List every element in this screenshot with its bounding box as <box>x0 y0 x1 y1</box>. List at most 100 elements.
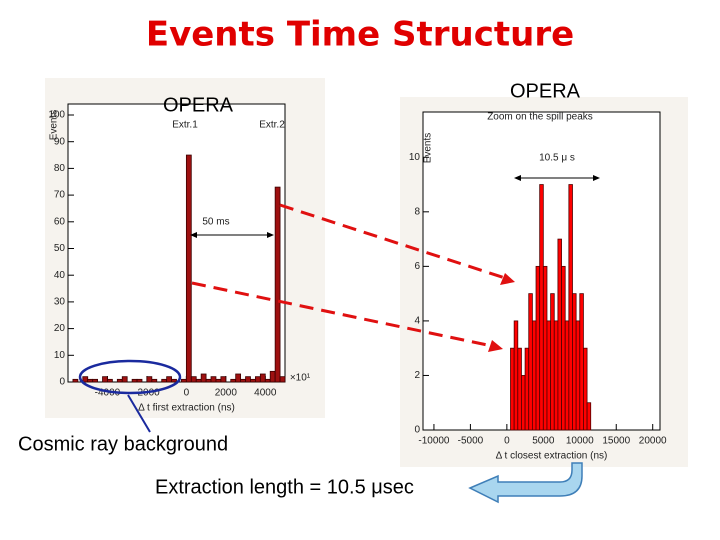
histogram-bar <box>200 373 207 383</box>
opera-label: OPERA <box>163 94 234 116</box>
y-tick-label: 10 <box>409 152 421 163</box>
x-tick-label: 15000 <box>602 436 630 447</box>
x-axis-label: Δ t first extraction (ns) <box>138 403 235 414</box>
histogram-bar <box>572 293 577 431</box>
red-arrows <box>191 203 515 352</box>
histogram-bar <box>146 376 153 383</box>
histogram-bar <box>539 184 544 431</box>
x-tick-label: 2000 <box>215 388 238 399</box>
x-tick-label: -10000 <box>418 436 450 447</box>
y-tick-label: 0 <box>414 425 420 436</box>
histogram-bar <box>535 265 541 431</box>
blue-arrow <box>468 462 583 504</box>
histogram-bar <box>568 184 573 431</box>
histogram-bar <box>561 265 566 431</box>
x-tick-label: 20000 <box>639 436 667 447</box>
y-axis-label: Events <box>49 110 60 141</box>
slide-title: Events Time Structure <box>146 15 574 55</box>
histogram-bar <box>250 378 256 383</box>
histogram-bar <box>72 378 79 383</box>
extraction-label: Extraction length = 10.5 μsec <box>155 476 414 498</box>
histogram-bar <box>190 376 197 383</box>
x-multiplier: ×10¹ <box>290 373 311 384</box>
histogram-bar <box>279 376 286 383</box>
histogram-bar <box>583 347 588 431</box>
y-tick-label: 70 <box>54 190 66 201</box>
annotation: 50 ms <box>202 217 229 228</box>
histogram-bar <box>235 373 242 383</box>
y-tick-label: 80 <box>54 163 66 174</box>
histogram-bar <box>220 376 227 383</box>
histogram-bar <box>87 378 94 383</box>
histogram-bar <box>82 376 89 383</box>
x-tick-label: 4000 <box>254 388 277 399</box>
histogram-bar <box>121 376 128 383</box>
histogram-bar <box>517 347 522 431</box>
span-arrow-head <box>267 232 274 238</box>
histogram-bar <box>524 347 530 431</box>
opera-label: OPERA <box>510 80 581 102</box>
annotation: Extr.2 <box>259 120 285 131</box>
histogram-bar <box>557 238 562 431</box>
y-tick-label: 4 <box>414 316 420 327</box>
histogram-bar <box>195 378 202 383</box>
pointer-line <box>127 394 151 433</box>
arrow-head <box>488 340 503 352</box>
cosmic-label: Cosmic ray background <box>18 433 228 455</box>
histogram-bar <box>151 378 158 383</box>
histogram-bar <box>185 154 192 383</box>
histogram-bar <box>264 378 271 383</box>
histogram-bar <box>521 375 526 431</box>
histogram-bar <box>255 376 261 383</box>
arrow-line <box>191 281 493 348</box>
histogram-bar <box>215 378 222 383</box>
histogram-bar <box>546 320 552 431</box>
y-tick-label: 2 <box>414 370 420 381</box>
histogram-bar <box>531 320 537 431</box>
y-tick-label: 60 <box>54 216 66 227</box>
histogram-bar <box>210 376 217 383</box>
x-tick-label: 0 <box>504 436 510 447</box>
histogram-bar <box>553 320 559 431</box>
histogram-bar <box>550 293 555 431</box>
annotation: Extr.1 <box>172 120 198 131</box>
y-tick-label: 6 <box>414 261 420 272</box>
plot-frame <box>67 103 286 383</box>
histogram-bar <box>240 378 246 383</box>
y-tick-label: 10 <box>54 350 66 361</box>
arrow-head <box>500 273 515 285</box>
y-tick-label: 30 <box>54 297 66 308</box>
span-arrow-head <box>190 232 197 238</box>
histogram-bar <box>171 378 177 383</box>
y-tick-label: 8 <box>414 206 420 217</box>
histogram-bar <box>259 373 266 383</box>
histogram-bar <box>92 378 98 383</box>
y-tick-label: 50 <box>54 243 66 254</box>
y-tick-label: 20 <box>54 323 66 334</box>
span-arrow-head <box>593 175 600 181</box>
histogram-bar <box>586 402 592 431</box>
x-tick-label: 0 <box>184 388 190 399</box>
cosmic-ellipse <box>78 359 182 395</box>
histogram-bar <box>579 293 584 431</box>
histogram-bar <box>136 378 143 383</box>
histogram-bar <box>528 293 533 431</box>
histogram-bar <box>575 320 581 431</box>
annotation: 10.5 μ s <box>539 153 575 164</box>
histogram-bar <box>107 378 113 383</box>
y-tick-label: 90 <box>54 136 66 147</box>
y-tick-label: 40 <box>54 270 66 281</box>
histogram-bar <box>269 370 276 383</box>
histogram-bar <box>166 376 172 383</box>
chart-title: Zoom on the spill peaks <box>487 112 593 123</box>
arrow-line <box>279 203 506 280</box>
histogram-bar <box>161 378 168 383</box>
histogram-bar <box>513 320 519 431</box>
y-axis-label: Events <box>423 133 434 164</box>
x-axis-label: Δ t closest extraction (ns) <box>496 451 608 462</box>
histogram-bar <box>564 320 570 431</box>
y-tick-label: 100 <box>48 110 65 121</box>
histogram-bar <box>205 378 212 383</box>
